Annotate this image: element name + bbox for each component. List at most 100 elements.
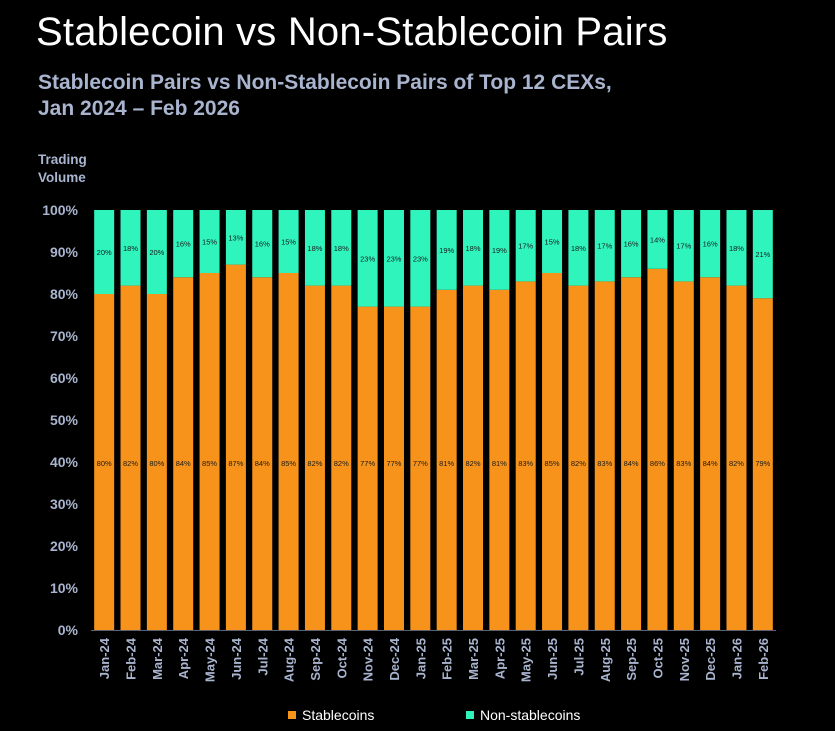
bar-segment-non-stablecoins <box>94 210 115 294</box>
bar-segment-stablecoins <box>568 285 589 630</box>
data-label-non-stablecoins: 18% <box>571 244 586 253</box>
bar-segment-stablecoins <box>542 273 563 630</box>
legend-item-stablecoins: Stablecoins <box>288 707 374 723</box>
bar-segment-non-stablecoins <box>568 210 589 286</box>
bar-segment-stablecoins <box>94 294 115 630</box>
x-tick-label: Jun-25 <box>545 638 560 680</box>
data-label-stablecoins: 79% <box>755 459 770 468</box>
data-label-non-stablecoins: 18% <box>466 244 481 253</box>
data-label-stablecoins: 85% <box>202 459 217 468</box>
bar-segment-non-stablecoins <box>752 210 773 299</box>
bar-segment-stablecoins <box>383 306 404 630</box>
legend-item-non-stablecoins: Non-stablecoins <box>466 707 580 723</box>
y-axis-label-line-1: Trading <box>38 152 87 167</box>
data-label-non-stablecoins: 18% <box>729 244 744 253</box>
data-label-stablecoins: 82% <box>307 459 322 468</box>
bar-segment-stablecoins <box>146 294 167 630</box>
x-tick-label: Jan-24 <box>97 637 112 679</box>
x-tick-label: Dec-25 <box>703 638 718 681</box>
x-tick-label: Dec-24 <box>387 637 402 680</box>
data-label-non-stablecoins: 18% <box>123 244 138 253</box>
data-label-non-stablecoins: 13% <box>228 233 243 242</box>
bar-segment-non-stablecoins <box>700 210 721 278</box>
y-tick-label: 70% <box>50 328 79 344</box>
bar-segment-stablecoins <box>752 298 773 630</box>
data-label-stablecoins: 82% <box>729 459 744 468</box>
data-label-stablecoins: 85% <box>545 459 560 468</box>
data-label-stablecoins: 77% <box>413 459 428 468</box>
data-label-stablecoins: 84% <box>624 459 639 468</box>
x-tick-label: Nov-25 <box>677 638 692 681</box>
data-label-non-stablecoins: 23% <box>413 254 428 263</box>
data-label-stablecoins: 82% <box>466 459 481 468</box>
data-label-non-stablecoins: 17% <box>597 242 612 251</box>
y-tick-label: 10% <box>50 580 79 596</box>
x-tick-label: Jan-25 <box>413 638 428 679</box>
x-tick-label: Sep-24 <box>308 637 323 680</box>
data-label-stablecoins: 82% <box>123 459 138 468</box>
bar-segment-non-stablecoins <box>515 210 536 282</box>
data-label-non-stablecoins: 15% <box>545 238 560 247</box>
data-label-stablecoins: 81% <box>492 459 507 468</box>
bar-segment-stablecoins <box>252 277 273 630</box>
x-tick-label: Aug-25 <box>598 638 613 682</box>
data-label-non-stablecoins: 14% <box>650 235 665 244</box>
x-tick-label: May-24 <box>203 637 218 682</box>
bar-segment-non-stablecoins <box>173 210 194 278</box>
chart-title: Stablecoin vs Non-Stablecoin Pairs <box>36 10 668 54</box>
bar-segment-stablecoins <box>515 281 536 630</box>
data-label-stablecoins: 83% <box>597 459 612 468</box>
bar-segment-stablecoins <box>357 306 378 630</box>
bar-segment-non-stablecoins <box>463 210 484 286</box>
bar-segment-non-stablecoins <box>489 210 510 290</box>
data-label-non-stablecoins: 23% <box>360 254 375 263</box>
y-tick-label: 0% <box>58 622 79 638</box>
x-tick-label: Sep-25 <box>624 638 639 681</box>
bar-segment-stablecoins <box>120 285 141 630</box>
data-label-stablecoins: 83% <box>676 459 691 468</box>
data-label-stablecoins: 80% <box>149 459 164 468</box>
bar-segment-non-stablecoins <box>436 210 457 290</box>
data-label-stablecoins: 77% <box>386 459 401 468</box>
bar-segment-stablecoins <box>726 285 747 630</box>
bar-segment-stablecoins <box>463 285 484 630</box>
x-tick-label: Feb-25 <box>440 638 455 680</box>
legend-label-non-stablecoins: Non-stablecoins <box>480 707 581 723</box>
data-label-stablecoins: 82% <box>334 459 349 468</box>
x-tick-label: Oct-25 <box>650 638 665 678</box>
y-tick-label: 50% <box>50 412 79 428</box>
data-label-stablecoins: 82% <box>571 459 586 468</box>
bar-segment-stablecoins <box>700 277 721 630</box>
data-label-non-stablecoins: 15% <box>202 238 217 247</box>
data-label-non-stablecoins: 16% <box>624 240 639 249</box>
y-tick-label: 60% <box>50 370 79 386</box>
bar-segment-non-stablecoins <box>146 210 167 294</box>
data-label-non-stablecoins: 16% <box>255 240 270 249</box>
data-label-stablecoins: 86% <box>650 459 665 468</box>
data-label-non-stablecoins: 18% <box>334 244 349 253</box>
data-label-stablecoins: 77% <box>360 459 375 468</box>
data-label-non-stablecoins: 20% <box>149 248 164 257</box>
data-label-non-stablecoins: 18% <box>307 244 322 253</box>
x-tick-label: Oct-24 <box>334 637 349 678</box>
data-label-non-stablecoins: 20% <box>97 248 112 257</box>
bar-segment-non-stablecoins <box>304 210 325 286</box>
bar-segment-stablecoins <box>304 285 325 630</box>
bar-segment-stablecoins <box>199 273 220 630</box>
data-label-non-stablecoins: 23% <box>386 254 401 263</box>
bar-segment-stablecoins <box>410 306 431 630</box>
bar-segment-non-stablecoins <box>357 210 378 307</box>
x-tick-label: Apr-25 <box>492 638 507 679</box>
bar-segment-non-stablecoins <box>199 210 220 273</box>
x-tick-label: Mar-25 <box>466 638 481 680</box>
data-label-stablecoins: 81% <box>439 459 454 468</box>
data-label-stablecoins: 83% <box>518 459 533 468</box>
bar-segment-non-stablecoins <box>383 210 404 307</box>
x-tick-label: May-25 <box>519 638 534 682</box>
bar-segment-non-stablecoins <box>410 210 431 307</box>
bar-segment-stablecoins <box>173 277 194 630</box>
data-label-non-stablecoins: 16% <box>176 240 191 249</box>
y-tick-label: 20% <box>50 538 79 554</box>
bar-segment-non-stablecoins <box>252 210 273 278</box>
data-label-stablecoins: 84% <box>255 459 270 468</box>
